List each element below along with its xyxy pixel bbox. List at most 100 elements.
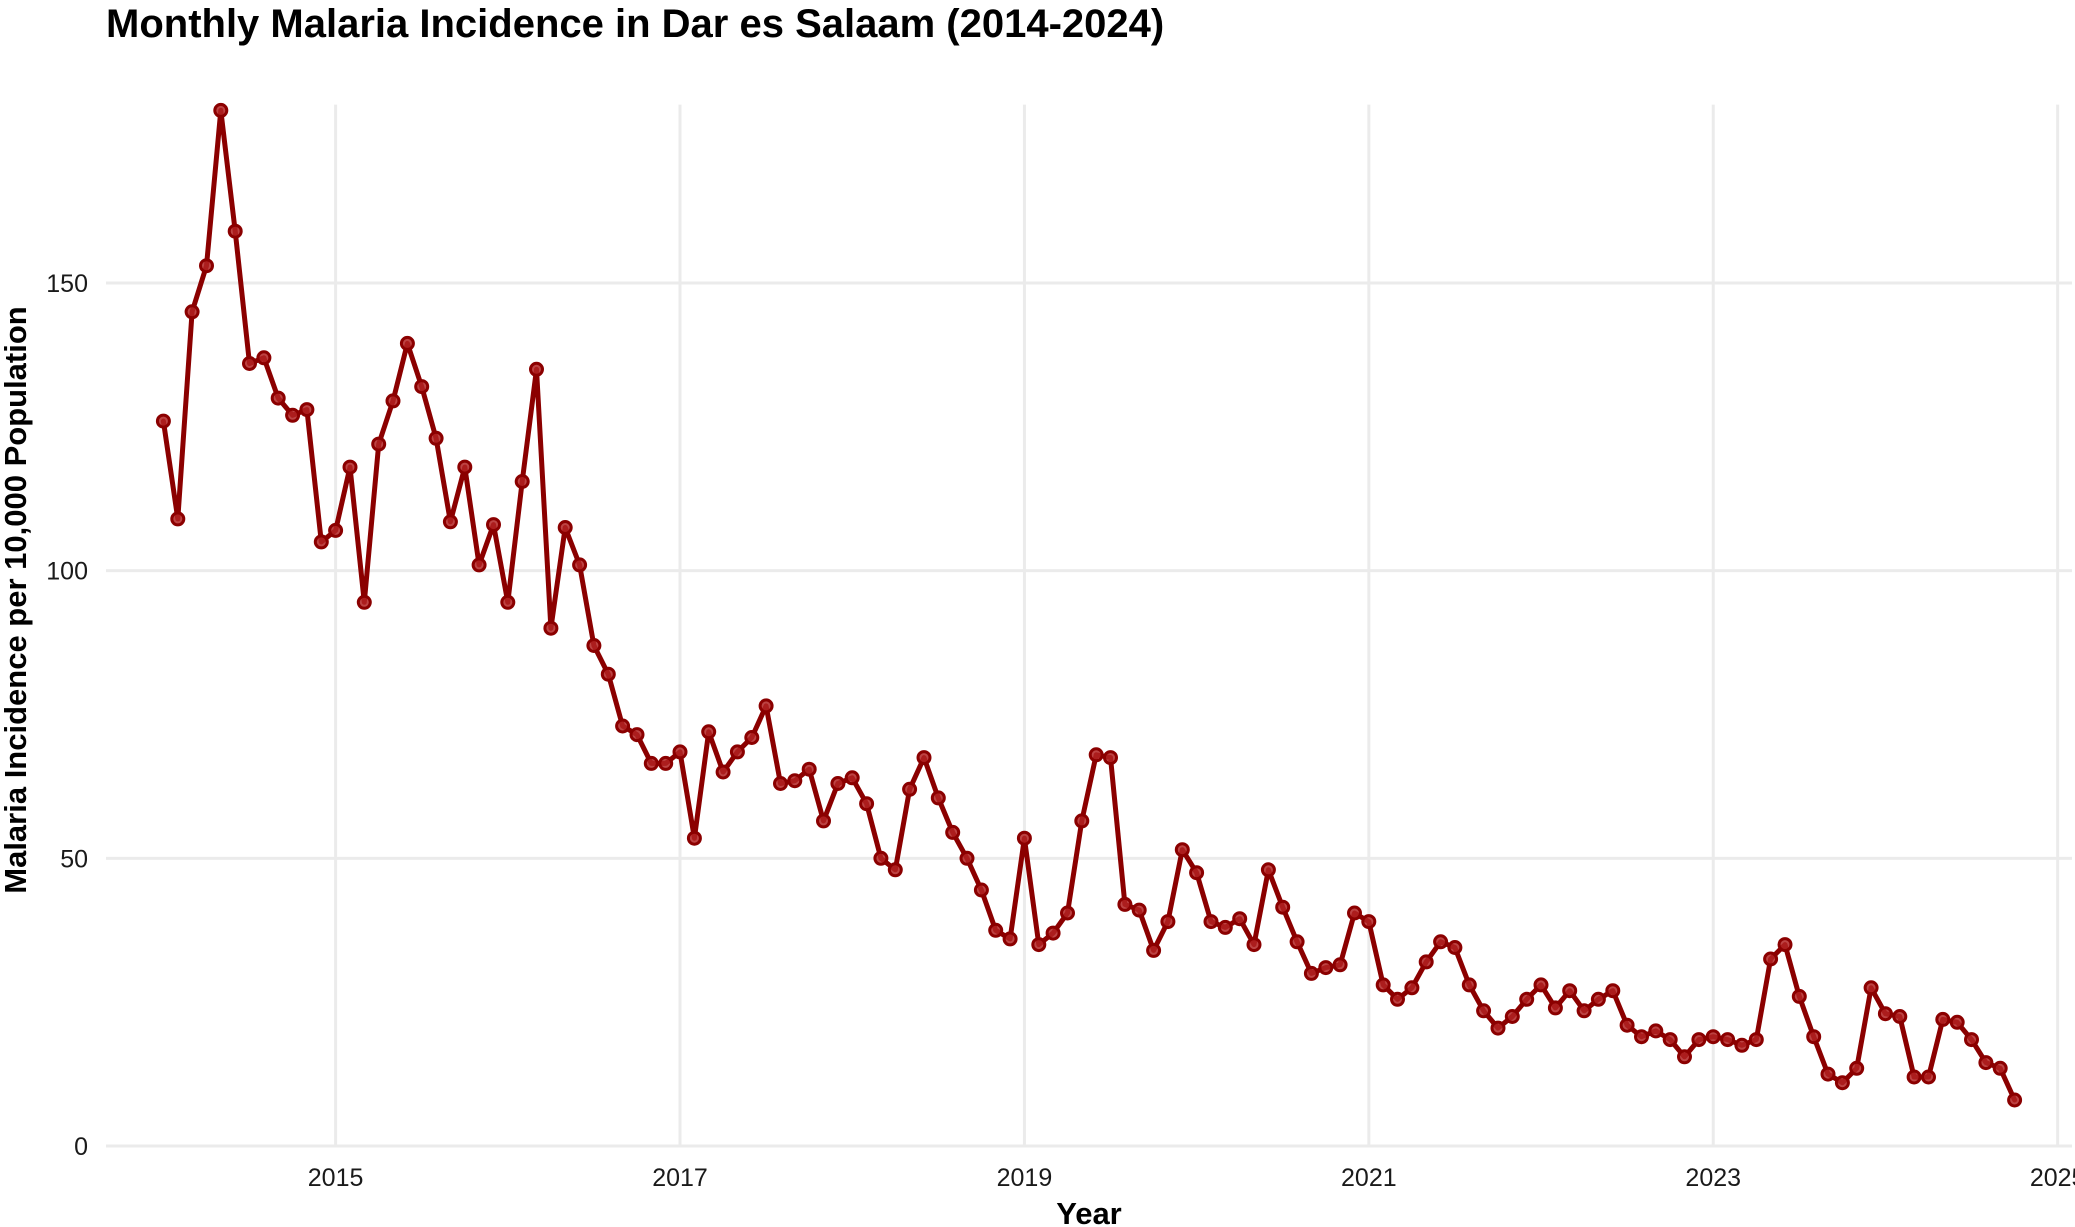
data-point [514,474,530,489]
data-point [1777,937,1793,953]
data-point [1447,940,1463,955]
data-point [199,258,214,274]
data-point [729,744,745,760]
data-point [1217,919,1233,935]
data-point [615,718,631,734]
data-point [270,390,286,406]
data-point [1892,1009,1908,1024]
data-point [371,436,387,452]
data-point [572,557,588,573]
series-group [155,102,2023,1108]
data-point [686,830,702,846]
x-tick-label: 2021 [1341,1164,1397,1192]
y-tick-label: 50 [60,845,88,873]
data-point [945,824,961,840]
data-point [1490,1020,1506,1036]
data-point [1820,1066,1836,1082]
data-point [1619,1017,1635,1033]
x-tick-label: 2023 [1685,1164,1741,1192]
data-point [1160,914,1176,930]
data-point [1146,942,1162,958]
data-point [1949,1014,1965,1030]
y-tick-label: 0 [74,1133,88,1161]
data-point [2007,1092,2023,1108]
data-point [773,776,788,791]
data-point [1418,954,1434,970]
data-point [1519,991,1535,1007]
data-point [758,698,774,714]
data-point [902,781,918,797]
data-point [887,862,903,878]
data-point [227,223,243,239]
data-point [486,517,501,533]
data-point [1461,977,1477,993]
data-point [1634,1029,1649,1045]
data-point [830,776,846,791]
data-point [457,459,473,475]
data-point [1260,862,1276,878]
data-point [715,764,731,780]
data-point [1705,1029,1721,1045]
data-point [1547,1000,1563,1016]
data-point [1246,937,1262,953]
data-point [529,361,544,377]
data-point [844,770,860,786]
data-point [342,459,358,475]
data-point [973,882,989,898]
data-point [1074,813,1090,829]
data-point [1877,1006,1893,1022]
data-point [586,638,602,653]
data-point [285,407,301,423]
data-point [1978,1055,1994,1071]
y-tick-label: 150 [46,270,88,298]
y-axis-title: Malaria Incidence per 10,000 Population [0,306,33,894]
data-point [1332,957,1348,973]
data-point [643,755,659,771]
data-point [543,620,559,636]
data-point [356,594,372,610]
data-point [1590,991,1606,1007]
data-point [1863,980,1879,996]
data-point [801,761,817,777]
data-point [1117,896,1133,912]
data-point [414,379,430,395]
data-point [299,402,315,418]
data-point [1791,988,1807,1004]
data-point [1103,750,1118,766]
data-point [1289,934,1305,950]
data-point [1189,865,1205,881]
data-point [399,335,415,351]
data-point [959,850,975,866]
data-point [1275,899,1291,915]
data-point [1605,983,1621,999]
data-point [988,922,1004,938]
data-point [1203,914,1219,930]
data-point [328,522,344,538]
data-point [1174,842,1190,858]
data-point [1763,951,1779,967]
x-axis-tick-labels: 2015 2017 2019 2021 2023 2025 [308,1164,2075,1192]
data-point [1691,1032,1707,1048]
data-point [816,813,831,829]
data-point [1131,902,1147,918]
data-point [170,511,186,527]
data-point [1921,1069,1936,1085]
data-point [629,727,645,743]
data-point [1375,977,1391,993]
x-tick-label: 2015 [308,1164,364,1192]
chart-title: Monthly Malaria Incidence in Dar es Sala… [106,2,1165,46]
data-point [1662,1032,1678,1048]
data-point [1734,1037,1750,1053]
data-point [1045,925,1061,941]
data-point [1677,1049,1692,1065]
data-point [1834,1075,1850,1091]
data-point [744,730,760,745]
data-point [313,534,329,550]
data-point [1303,965,1319,981]
grid-lines [106,104,2072,1148]
data-point [787,773,803,789]
data-point [1562,983,1578,999]
data-point [1576,1003,1592,1019]
data-point [242,356,257,371]
